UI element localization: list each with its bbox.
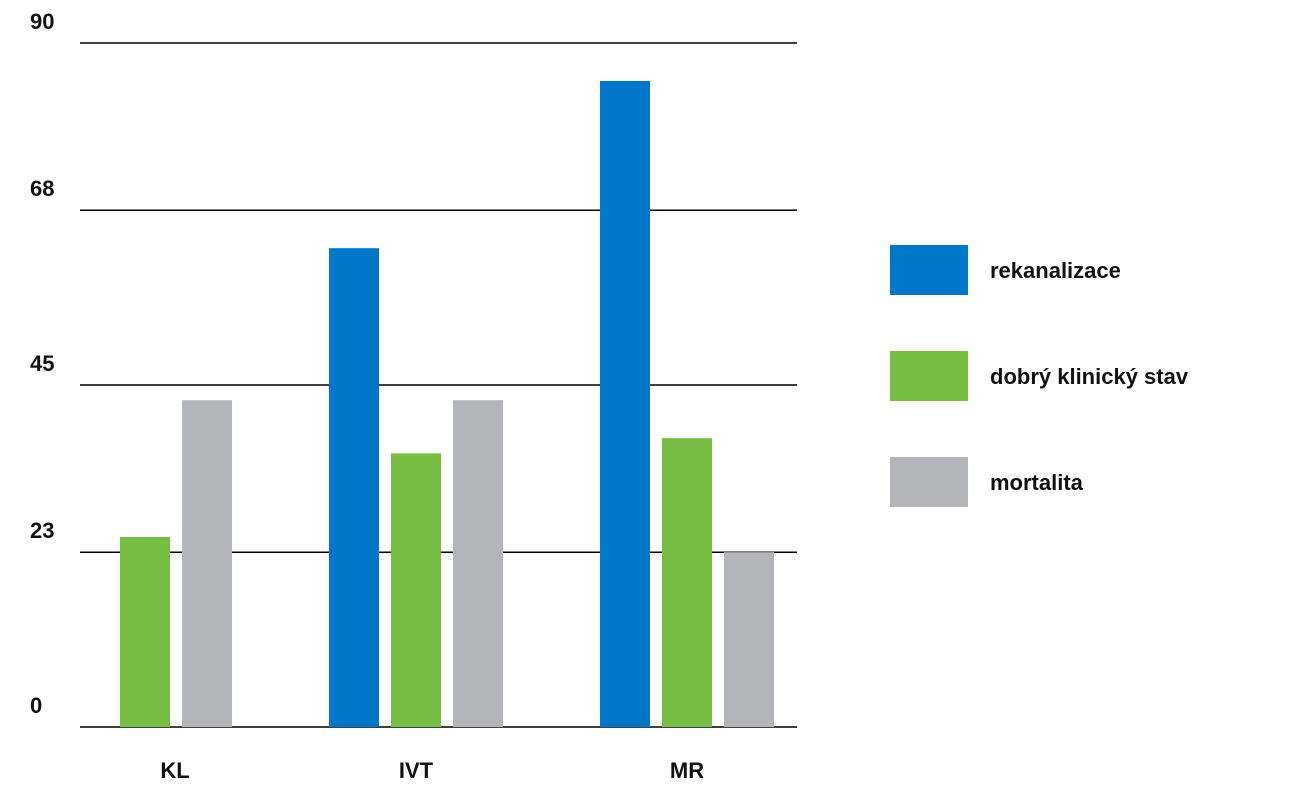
bar <box>724 552 774 727</box>
bar <box>662 438 712 727</box>
bar <box>329 248 379 727</box>
x-tick-label: MR <box>670 758 704 783</box>
y-tick-label: 23 <box>30 518 54 543</box>
x-tick-label: IVT <box>399 758 434 783</box>
legend-swatch <box>890 245 968 295</box>
legend-label: dobrý klinický stav <box>990 364 1189 389</box>
bar <box>391 453 441 727</box>
y-tick-label: 45 <box>30 351 54 376</box>
x-tick-label: KL <box>160 758 189 783</box>
legend-label: rekanalizace <box>990 258 1121 283</box>
legend-label: mortalita <box>990 470 1084 495</box>
bar <box>600 81 650 727</box>
y-tick-label: 68 <box>30 176 54 201</box>
y-tick-label: 90 <box>30 9 54 34</box>
bar <box>453 400 503 727</box>
bar <box>120 537 170 727</box>
bar <box>182 400 232 727</box>
legend-swatch <box>890 351 968 401</box>
legend-swatch <box>890 457 968 507</box>
y-tick-label: 0 <box>30 693 42 718</box>
